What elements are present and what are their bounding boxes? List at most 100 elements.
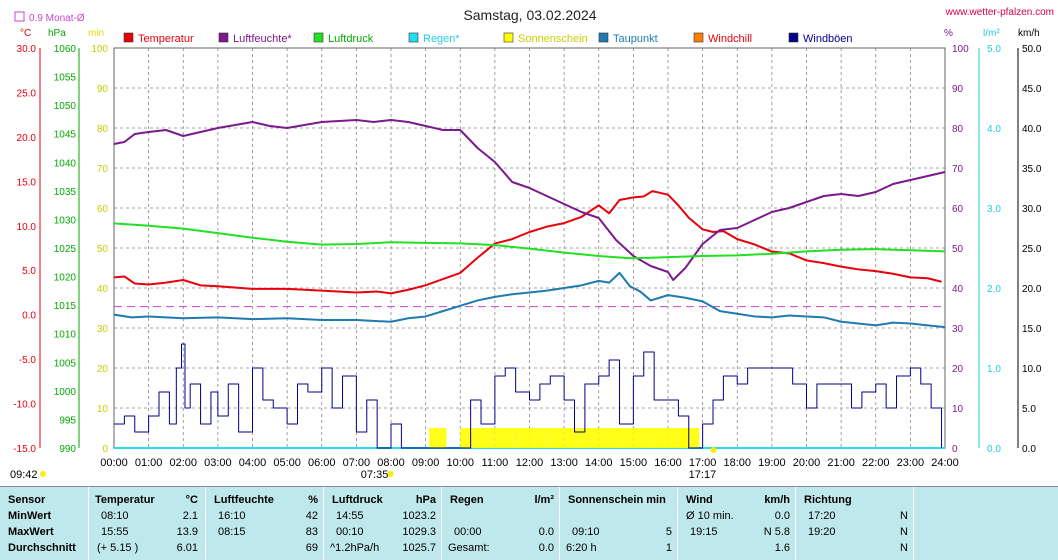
rain-tick-label: 2.0 xyxy=(987,284,1001,295)
x-tick-label: 15:00 xyxy=(620,457,648,469)
series-luftfeuchte-line xyxy=(113,119,946,281)
stats-hum-max-time: 08:15 xyxy=(218,526,246,538)
stats-sun-total: 6:20 h xyxy=(566,542,597,554)
pressure-tick-label: 1050 xyxy=(54,101,77,112)
stats-col-rain: Regen l/m² 00:00 Gesamt: 0.0 0.0 xyxy=(441,487,560,560)
stats-temp-min-time: 08:10 xyxy=(101,510,129,522)
stats-press-trend: ^1.2hPa/h xyxy=(330,542,380,554)
pressure-tick-label: 1060 xyxy=(54,44,77,55)
x-tick-label: 02:00 xyxy=(169,457,197,469)
stats-dir-time-2: 19:20 xyxy=(808,526,836,538)
stats-col-sensor: Sensor MinWert MaxWert Durchschnitt xyxy=(0,487,88,560)
stats-hum-avg: 69 xyxy=(305,542,318,554)
sun-tick-label: 90 xyxy=(97,84,109,95)
stats-rain-total: 0.0 xyxy=(538,542,554,554)
stats-press-min-time: 14:55 xyxy=(336,510,364,522)
temp-tick-label: 20.0 xyxy=(17,133,37,144)
rain-tick-label: 3.0 xyxy=(987,204,1001,215)
stats-wind-max-time: 19:15 xyxy=(690,526,718,538)
stats-rain-max: 0.0 xyxy=(538,526,554,538)
sunshine-bar xyxy=(650,428,668,448)
stats-col-sunshine: Sonnenschein min 09:10 6:20 h 5 1 xyxy=(559,487,678,560)
stats-sun-max: 5 xyxy=(665,526,672,538)
temp-tick-label: 5.0 xyxy=(22,266,36,277)
stats-press-avg: 1025.7 xyxy=(402,542,436,554)
stats-header-temperature: Temperatur xyxy=(95,494,155,506)
pressure-tick-label: 1020 xyxy=(54,273,77,284)
stats-row-max: MaxWert xyxy=(8,526,54,538)
sun-tick-label: 10 xyxy=(97,404,109,415)
wind-tick-label: 5.0 xyxy=(1022,404,1036,415)
humidity-tick-label: 100 xyxy=(952,44,969,55)
humidity-tick-label: 80 xyxy=(952,124,964,135)
legend-swatch xyxy=(503,32,514,43)
stats-wind-avg-label: Ø 10 min. xyxy=(686,510,734,522)
humidity-tick-label: 0 xyxy=(952,444,958,455)
rain-unit-label: l/m² xyxy=(983,28,1000,39)
wind-tick-label: 25.0 xyxy=(1022,244,1042,255)
stats-col-temperature: Temperatur °C 08:10 15:55 (+ 5.15 ) 2.1 … xyxy=(88,487,206,560)
stats-press-max-time: 00:10 xyxy=(336,526,364,538)
sun-tick-label: 80 xyxy=(97,124,109,135)
pressure-tick-label: 1035 xyxy=(54,187,77,198)
sunrise-label: 07:35 xyxy=(361,469,389,481)
x-tick-label: 21:00 xyxy=(827,457,855,469)
sunshine-bar xyxy=(460,428,478,448)
stats-hum-min-time: 16:10 xyxy=(218,510,246,522)
stats-col-pressure: Luftdruck hPa 14:55 00:10 ^1.2hPa/h 1023… xyxy=(323,487,442,560)
pressure-tick-label: 1040 xyxy=(54,158,77,169)
legend-label: Taupunkt xyxy=(613,33,658,45)
stats-sun-max-time: 09:10 xyxy=(572,526,600,538)
stats-temp-max-time: 15:55 xyxy=(101,526,129,538)
x-tick-label: 19:00 xyxy=(758,457,786,469)
legend-label: Temperatur xyxy=(138,33,194,45)
sunset-icon xyxy=(710,447,717,453)
sunshine-bar xyxy=(564,428,582,448)
x-tick-label: 22:00 xyxy=(862,457,890,469)
wind-tick-label: 50.0 xyxy=(1022,44,1042,55)
stats-press-min: 1023.2 xyxy=(402,510,436,522)
sunshine-bar xyxy=(429,428,447,448)
temp-tick-label: 15.0 xyxy=(17,177,37,188)
pressure-tick-label: 990 xyxy=(59,444,76,455)
stats-temp-max: 13.9 xyxy=(176,526,198,538)
x-tick-label: 20:00 xyxy=(793,457,821,469)
sunrise-icon xyxy=(387,471,394,477)
wind-tick-label: 15.0 xyxy=(1022,324,1042,335)
stats-col-humidity: Luftfeuchte % 16:10 08:15 42 83 69 xyxy=(205,487,324,560)
series-temperatur-line xyxy=(113,190,942,295)
stats-row-avg: Durchschnitt xyxy=(8,542,76,554)
temp-tick-label: 25.0 xyxy=(17,88,37,99)
wind-tick-label: 40.0 xyxy=(1022,124,1042,135)
rain-tick-label: 5.0 xyxy=(987,44,1001,55)
pressure-tick-label: 1045 xyxy=(54,130,77,141)
stats-dir-3: N xyxy=(900,542,908,554)
temp-tick-label: -5.0 xyxy=(19,355,37,366)
x-tick-label: 09:00 xyxy=(412,457,440,469)
series-taupunkt-line xyxy=(113,271,946,329)
stats-header-direction: Richtung xyxy=(804,494,852,506)
pressure-tick-label: 1000 xyxy=(54,387,77,398)
sunshine-bar xyxy=(546,428,565,448)
stats-rain-max-time: 00:00 xyxy=(454,526,482,538)
sun-tick-label: 50 xyxy=(97,244,109,255)
sunshine-bar xyxy=(681,428,700,448)
x-tick-label: 08:00 xyxy=(377,457,405,469)
stats-unit-temperature: °C xyxy=(185,494,198,506)
pressure-tick-label: 1030 xyxy=(54,215,77,226)
temp-unit-label: °C xyxy=(20,28,31,39)
corner-time: 09:42 xyxy=(10,469,38,481)
stats-header-rain: Regen xyxy=(450,494,484,506)
temp-tick-label: 10.0 xyxy=(17,222,37,233)
legend-swatch xyxy=(693,32,704,43)
stats-rain-total-label: Gesamt: xyxy=(448,542,490,554)
x-tick-label: 03:00 xyxy=(204,457,232,469)
humidity-tick-label: 60 xyxy=(952,204,964,215)
wind-tick-label: 30.0 xyxy=(1022,204,1042,215)
sunshine-bar xyxy=(581,428,599,448)
series-luftdruck-line xyxy=(113,222,946,260)
sunshine-bar xyxy=(668,428,686,448)
sunshine-bar xyxy=(529,428,547,448)
humidity-tick-label: 40 xyxy=(952,284,964,295)
x-tick-label: 13:00 xyxy=(550,457,578,469)
